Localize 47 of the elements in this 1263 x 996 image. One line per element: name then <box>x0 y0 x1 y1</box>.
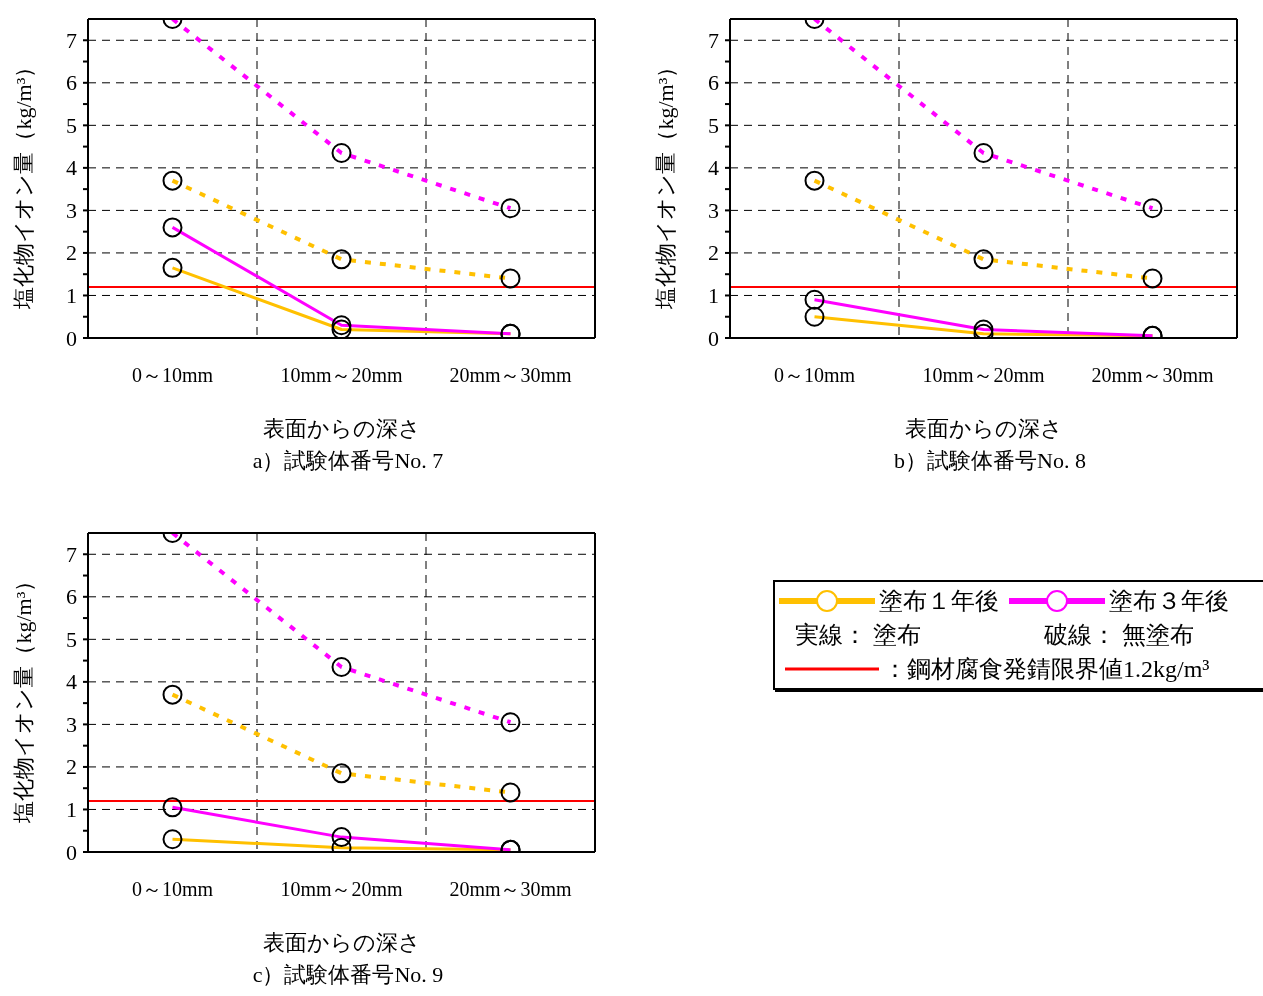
y-tick-label: 5 <box>66 112 77 138</box>
text: 破線： 無塗布 <box>1043 621 1195 650</box>
x-tick-label: 10mm～20mm <box>922 364 1046 387</box>
y-tick-label: 5 <box>708 112 719 138</box>
x-tick-label: 20mm～30mm <box>449 364 573 387</box>
x-tick-label: 0～10mm <box>773 364 856 387</box>
y-tick-label: 1 <box>708 282 719 308</box>
text: b）試験体番号No. 8 <box>893 447 1087 475</box>
y-tick-label: 4 <box>66 669 77 695</box>
y-tick-label: 2 <box>66 754 77 780</box>
y-tick-label: 4 <box>66 155 77 181</box>
x-axis-title: 表面からの深さ <box>904 416 1063 441</box>
x-tick-label: 20mm～30mm <box>449 878 573 901</box>
text: 実線： 塗布 <box>794 621 922 650</box>
y-tick-label: 1 <box>66 282 77 308</box>
y-tick-label: 5 <box>66 626 77 652</box>
x-tick-label: 10mm～20mm <box>280 878 404 901</box>
y-tick-label: 0 <box>66 839 77 865</box>
text: a）試験体番号No. 7 <box>251 447 445 475</box>
y-tick-label: 3 <box>66 711 77 737</box>
x-tick-label: 0～10mm <box>131 364 214 387</box>
x-axis-title: 表面からの深さ <box>262 930 421 955</box>
y-axis-title: 塩化物イオン量（kg/m³） <box>10 569 36 824</box>
y-axis-title: 塩化物イオン量（kg/m³） <box>10 55 36 310</box>
y-tick-label: 3 <box>708 197 719 223</box>
y-tick-label: 0 <box>708 325 719 351</box>
y-tick-label: 7 <box>66 541 77 567</box>
y-tick-label: 0 <box>66 325 77 351</box>
y-tick-label: 2 <box>66 240 77 266</box>
y-axis-title: 塩化物イオン量（kg/m³） <box>652 55 678 310</box>
x-tick-label: 0～10mm <box>131 878 214 901</box>
y-tick-label: 7 <box>708 27 719 53</box>
y-tick-label: 7 <box>66 27 77 53</box>
y-tick-label: 6 <box>708 70 719 96</box>
legend-label: 塗布３年後 <box>1109 587 1229 616</box>
y-tick-label: 6 <box>66 70 77 96</box>
y-tick-label: 6 <box>66 584 77 610</box>
y-tick-label: 2 <box>708 240 719 266</box>
x-tick-label: 10mm～20mm <box>280 364 404 387</box>
legend-label: 塗布１年後 <box>879 587 999 616</box>
x-tick-label: 20mm～30mm <box>1091 364 1215 387</box>
y-tick-label: 3 <box>66 197 77 223</box>
legend-label: ：鋼材腐食発錆限界値1.2kg/m³ <box>883 655 1210 684</box>
x-axis-title: 表面からの深さ <box>262 416 421 441</box>
text: c）試験体番号No. 9 <box>251 961 445 989</box>
y-tick-label: 4 <box>708 155 719 181</box>
y-tick-label: 1 <box>66 796 77 822</box>
